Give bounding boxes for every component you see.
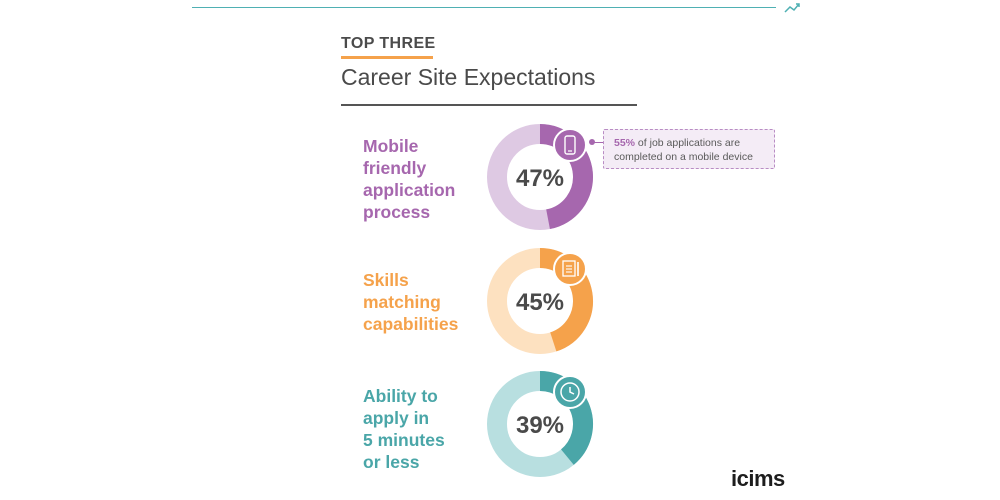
item-label-line: Skills [363,270,409,290]
item-label-line: process [363,202,431,222]
mobile-stat-callout: 55% of job applications are completed on… [603,129,775,169]
clock-icon [553,375,587,409]
donut-value-arc [539,371,593,465]
donut-value-label: 39% [516,412,564,439]
item-label-line: Ability to [363,386,438,406]
kicker-underline [341,56,433,59]
callout-highlight: 55% [614,137,636,149]
item-label-line: Mobile [363,136,419,156]
callout-connector-line [590,142,604,143]
icims-logo: icims [731,466,785,491]
donut-chart-mobile: 47% [487,124,593,230]
smartphone-icon [553,128,587,162]
resume-icon [553,252,587,286]
top-divider-line [192,7,776,8]
item-label-line: friendly [363,158,427,178]
callout-text: of job applications are completed on a m… [614,137,753,163]
item-label-skills: Skills matching capabilities [363,269,458,335]
donut-chart-skills: 45% [487,248,593,354]
item-label-line: capabilities [363,314,459,334]
page-title: Career Site Expectations [341,64,596,90]
item-label-speed: Ability to apply in 5 minutes or less [363,385,445,473]
kicker-heading: TOP THREE [341,35,436,52]
item-label-line: application [363,180,456,200]
item-label-line: apply in [363,408,430,428]
item-label-line: or less [363,452,420,472]
donut-value-label: 47% [516,165,564,192]
item-label-line: matching [363,292,441,312]
item-label-mobile: Mobile friendly application process [363,135,455,223]
trend-line-icon [784,3,800,13]
donut-chart-speed: 39% [487,371,593,477]
item-label-line: 5 minutes [363,430,445,450]
donut-value-label: 45% [516,289,564,316]
title-rule [341,104,637,106]
